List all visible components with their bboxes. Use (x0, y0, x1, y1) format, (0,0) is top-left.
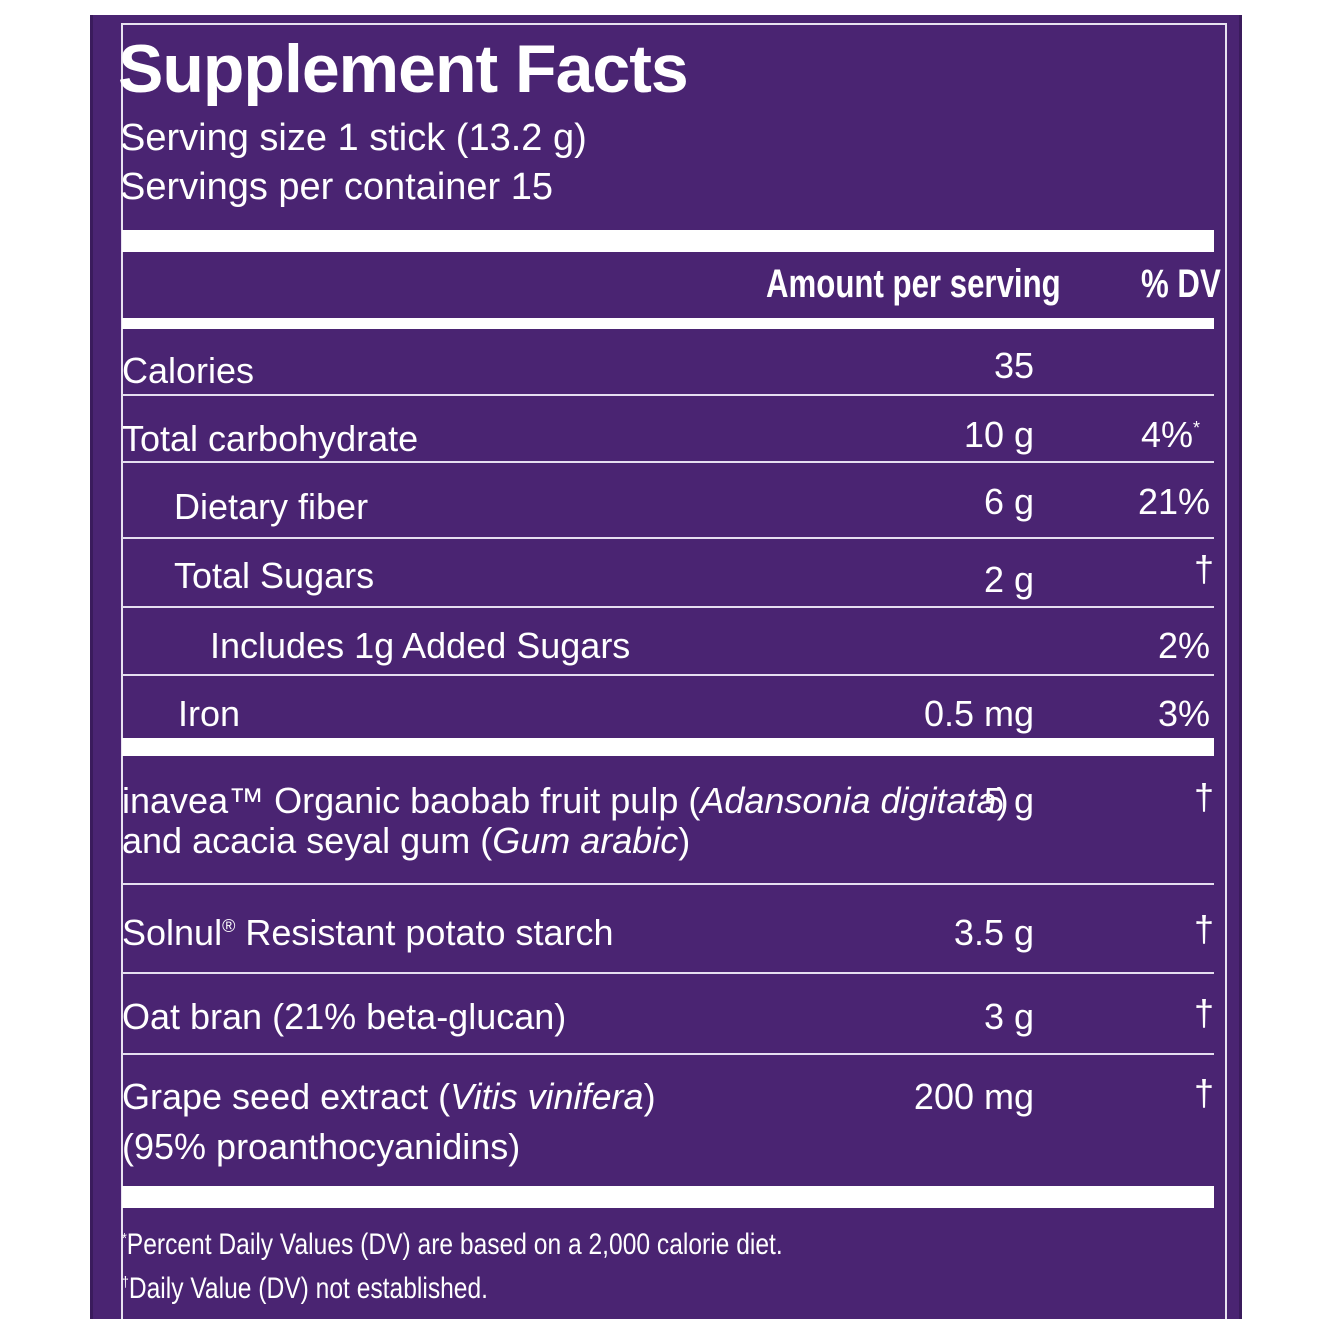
nutrient-name: Total Sugars (174, 555, 375, 596)
row-divider (122, 972, 1214, 974)
header-amount: Amount per serving (766, 262, 1061, 306)
nutrient-name: Dietary fiber (174, 486, 369, 527)
nutrient-name: Iron (178, 693, 241, 734)
ingredient-dv: † (1193, 1072, 1214, 1113)
nutrient-dv: 2% (1157, 625, 1210, 666)
ingredient-amount: 3 g (983, 996, 1034, 1037)
nutrient-dv: 21% (1137, 481, 1210, 522)
row-divider (122, 394, 1214, 396)
row-divider (122, 461, 1214, 463)
ingredient-name-line2: and acacia seyal gum (Gum arabic) (122, 820, 691, 861)
footnote-dv-basis: *Percent Daily Values (DV) are based on … (122, 1228, 783, 1261)
row-divider (122, 606, 1214, 608)
header-dv: % DV (1141, 262, 1221, 306)
medium-divider (122, 318, 1214, 329)
serving-size: Serving size 1 stick (13.2 g) (120, 117, 587, 159)
ingredient-name: Oat bran (21% beta-glucan) (122, 996, 567, 1037)
nutrient-name: Calories (122, 350, 255, 391)
ingredient-name: Grape seed extract (Vitis vinifera) (122, 1076, 656, 1117)
nutrient-dv: 4%* (1140, 414, 1200, 455)
ingredient-name: inavea™ Organic baobab fruit pulp (Adans… (122, 780, 1009, 821)
ingredient-dv: † (1193, 776, 1214, 817)
ingredient-amount: 200 mg (913, 1076, 1034, 1117)
thick-divider (122, 1186, 1214, 1208)
thick-divider (122, 738, 1214, 756)
ingredient-amount: 5 g (983, 780, 1034, 821)
ingredient-dv: † (1193, 992, 1214, 1033)
footnote-dv-not-established: †Daily Value (DV) not established. (122, 1272, 489, 1305)
nutrient-dv: 3% (1157, 693, 1210, 734)
label-title: Supplement Facts (118, 31, 689, 107)
row-divider (122, 537, 1214, 539)
nutrient-amount: 0.5 mg (923, 693, 1034, 734)
ingredient-name-line2: (95% proanthocyanidins) (122, 1126, 521, 1167)
row-divider (122, 1053, 1214, 1055)
label-border (121, 23, 1227, 1319)
nutrient-name: Total carbohydrate (122, 418, 419, 459)
servings-per-container: Servings per container 15 (120, 166, 554, 208)
nutrient-amount: 10 g (963, 414, 1034, 455)
ingredient-name: Solnul® Resistant potato starch (122, 912, 614, 953)
nutrient-name: Includes 1g Added Sugars (210, 625, 631, 666)
ingredient-amount: 3.5 g (953, 912, 1034, 953)
nutrient-amount: 35 (993, 345, 1034, 386)
row-divider (122, 883, 1214, 885)
nutrient-dv: † (1193, 548, 1214, 589)
row-divider (122, 674, 1214, 676)
nutrient-amount: 6 g (983, 481, 1034, 522)
ingredient-dv: † (1193, 908, 1214, 949)
nutrient-amount: 2 g (983, 559, 1034, 600)
thick-divider (122, 230, 1214, 252)
